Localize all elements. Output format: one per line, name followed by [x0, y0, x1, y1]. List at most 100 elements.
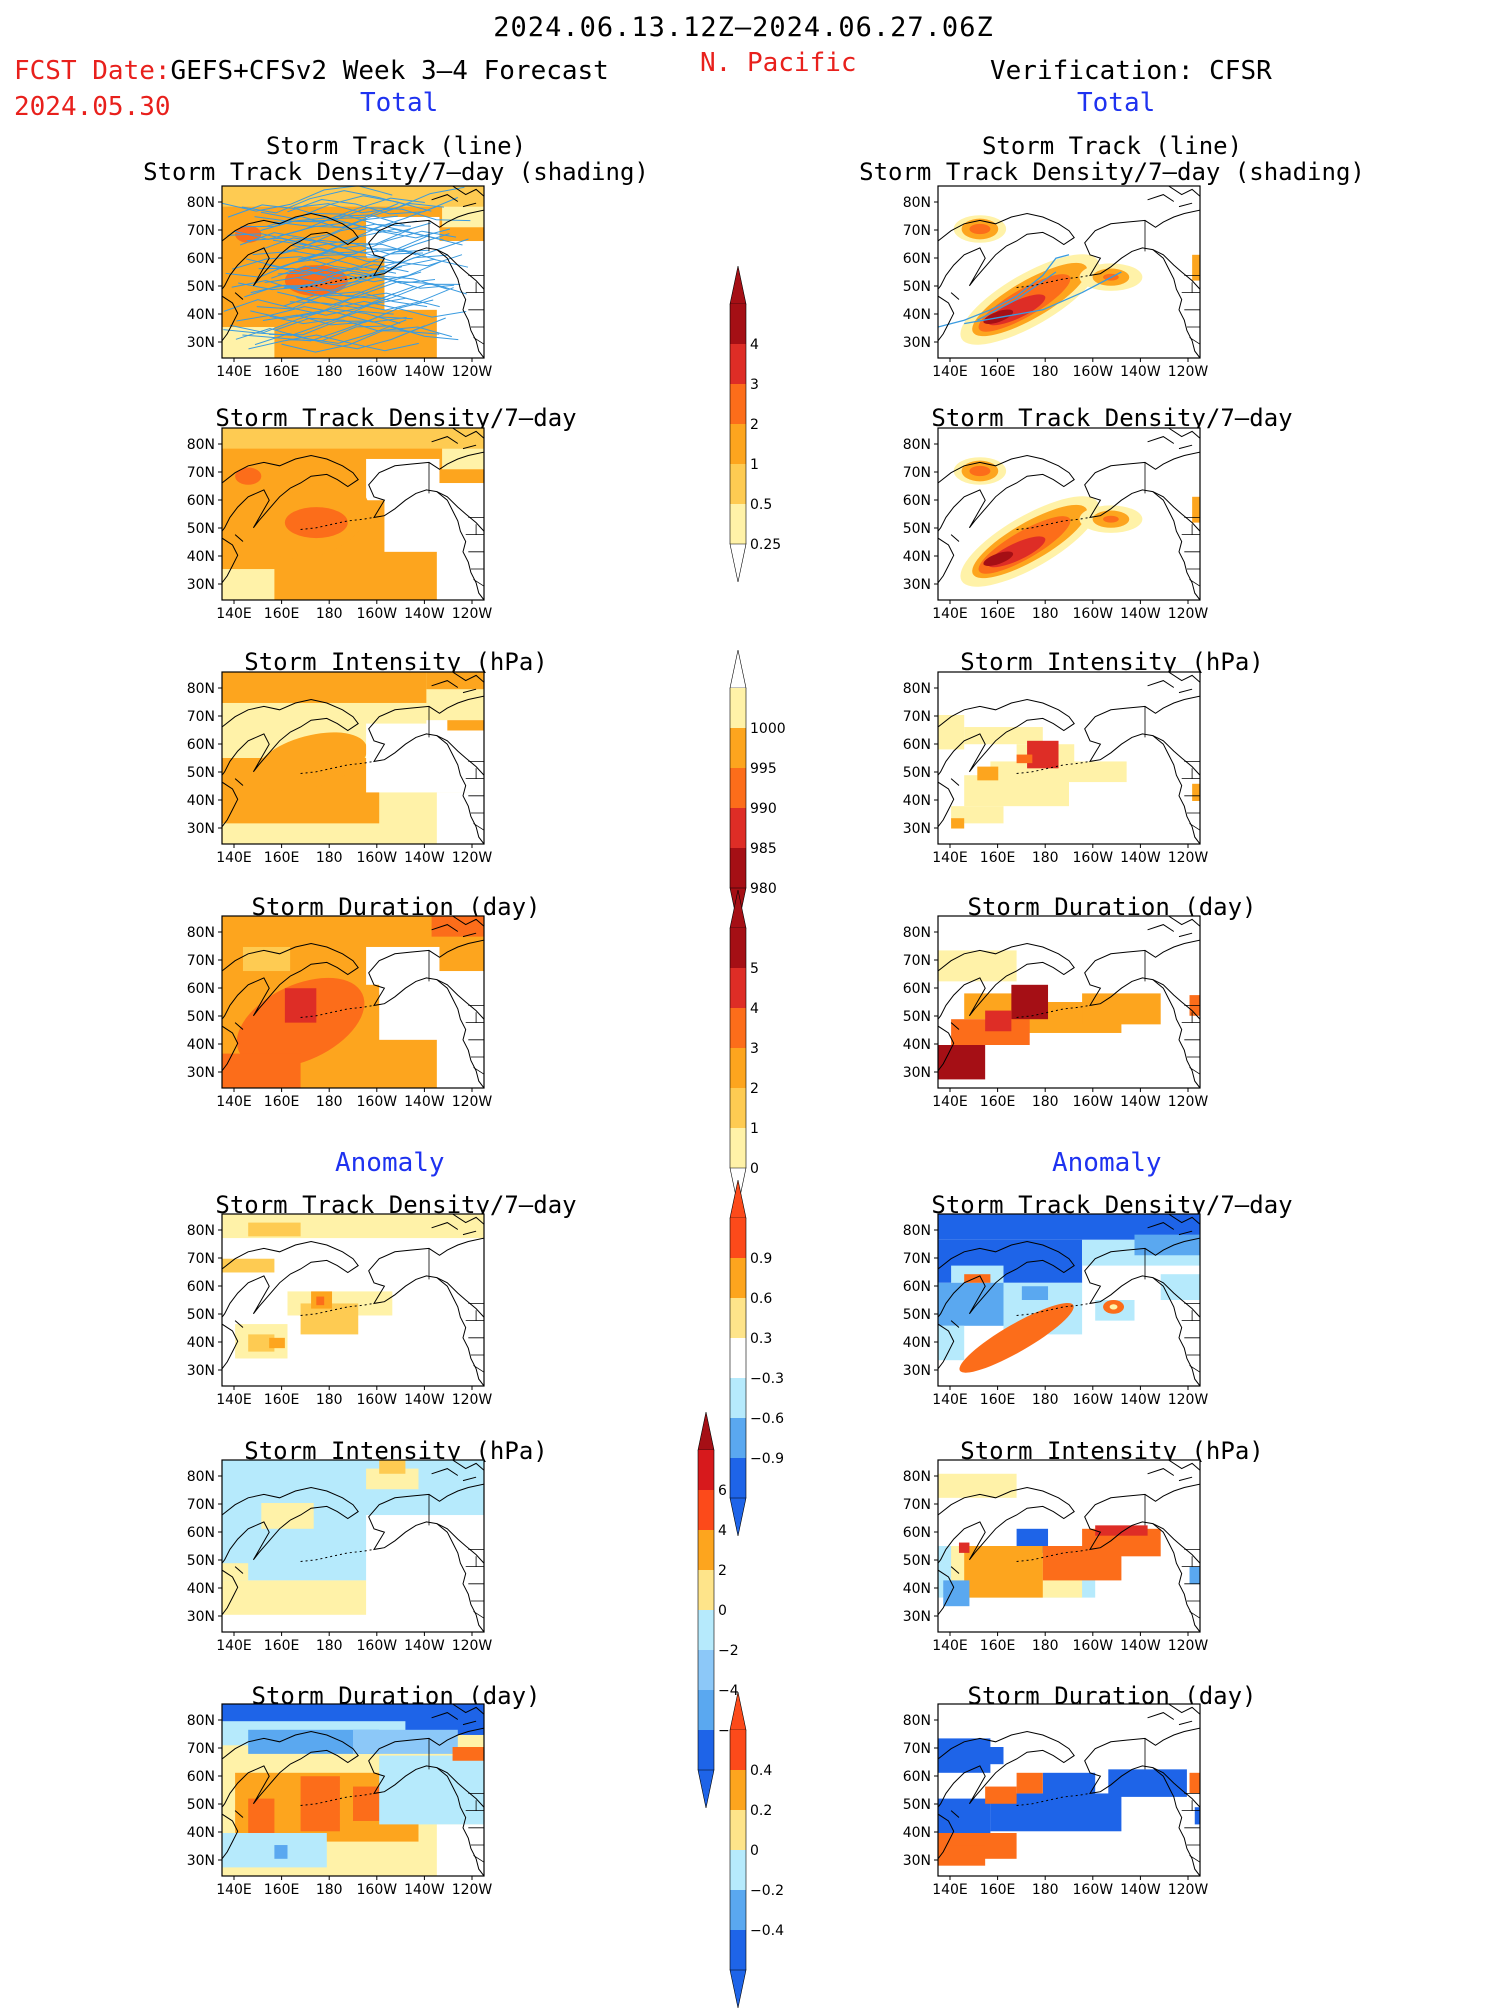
- alaska-coast: [1084, 695, 1200, 776]
- lat-tick-label: 70N: [903, 223, 931, 239]
- title-density-right: Storm Track Density/7–day: [931, 404, 1293, 432]
- colorbar-tick-label: 3: [750, 377, 759, 393]
- lon-tick-label: 140W: [1120, 850, 1161, 866]
- lon-tick-label: 160E: [264, 1882, 300, 1898]
- lat-tick-label: 80N: [187, 1713, 215, 1729]
- lat-tick-label: 70N: [903, 709, 931, 725]
- lat-tick-label: 60N: [903, 493, 931, 509]
- lon-tick-label: 120W: [452, 1094, 492, 1110]
- lon-tick-label: 160E: [980, 606, 1016, 622]
- lat-tick-label: 80N: [187, 925, 215, 941]
- lat-tick-label: 30N: [187, 1853, 215, 1869]
- map-density-forecast: 80N 70N 60N 50N 40N 30N 140E 160E 180 160W 140W 120…: [172, 424, 492, 628]
- colorbar-anom-density: 0.9 0.6 0.3 −0.3 −0.6 −0.9: [728, 1178, 808, 1544]
- title-track-shading-left: Storm Track Density/7–day (shading): [143, 158, 649, 186]
- lat-tick-label: 50N: [187, 765, 215, 781]
- colorbar-tick-label: 0: [750, 1161, 759, 1177]
- lat-tick-label: 30N: [187, 577, 215, 593]
- colorbar-tick-label: 0: [750, 1843, 759, 1859]
- lat-tick-label: 50N: [187, 521, 215, 537]
- lat-tick-label: 70N: [903, 1251, 931, 1267]
- lat-tick-label: 40N: [903, 1037, 931, 1053]
- colorbar-tick-label: 990: [750, 801, 777, 817]
- lon-tick-label: 160E: [264, 850, 300, 866]
- lon-tick-label: 180: [1032, 1094, 1059, 1110]
- map-duration-forecast: 80N 70N 60N 50N 40N 30N 140E 160E 180 160W 140W 120…: [172, 912, 492, 1116]
- colorbar-tick-label: 0.25: [750, 537, 781, 553]
- lat-tick-label: 70N: [187, 1741, 215, 1757]
- lon-tick-label: 160W: [1073, 364, 1114, 380]
- lon-tick-label: 140W: [1120, 1882, 1161, 1898]
- lon-tick-label: 140W: [1120, 1094, 1161, 1110]
- lat-tick-label: 60N: [187, 1525, 215, 1541]
- lat-tick-label: 50N: [187, 1553, 215, 1569]
- lon-tick-label: 180: [1032, 1392, 1059, 1408]
- lon-tick-label: 160W: [1073, 606, 1114, 622]
- colorbar-tick-label: 4: [718, 1523, 727, 1539]
- lat-tick-label: 50N: [903, 1009, 931, 1025]
- colorbar-tick-label: 0.9: [750, 1251, 772, 1267]
- lon-tick-label: 180: [316, 1392, 343, 1408]
- lon-tick-label: 180: [1032, 606, 1059, 622]
- lat-tick-label: 80N: [187, 1469, 215, 1485]
- colorbar-tick-label: 2: [718, 1563, 727, 1579]
- lon-tick-label: 160E: [980, 364, 1016, 380]
- lat-tick-label: 70N: [187, 465, 215, 481]
- lat-tick-label: 60N: [187, 1279, 215, 1295]
- lat-tick-label: 50N: [187, 279, 215, 295]
- lon-tick-label: 160W: [1073, 1882, 1114, 1898]
- colorbar-tick-label: 1000: [750, 721, 786, 737]
- alaska-coast: [368, 1483, 484, 1564]
- lat-tick-label: 30N: [903, 1853, 931, 1869]
- alaska-coast: [368, 1237, 484, 1318]
- colorbar-duration: 5 4 3 2 1 0: [728, 888, 808, 1214]
- lat-tick-label: 50N: [187, 1009, 215, 1025]
- title-track-line-left: Storm Track (line): [265, 132, 527, 160]
- lon-tick-label: 160W: [1073, 1638, 1114, 1654]
- lat-tick-label: 40N: [903, 1581, 931, 1597]
- alaska-coast: [368, 209, 484, 290]
- date-range: 2024.06.13.12Z–2024.06.27.06Z: [493, 12, 994, 43]
- lat-tick-label: 40N: [187, 1335, 215, 1351]
- colorbar-tick-label: 0.2: [750, 1803, 772, 1819]
- lon-tick-label: 160E: [264, 1638, 300, 1654]
- lon-tick-label: 140E: [216, 850, 252, 866]
- region-label: N. Pacific: [700, 48, 857, 78]
- lat-tick-label: 60N: [187, 251, 215, 267]
- lat-tick-label: 80N: [187, 437, 215, 453]
- colorbar-tick-label: −0.2: [750, 1883, 784, 1899]
- colorbar-tick-label: 0: [718, 1603, 727, 1619]
- lon-tick-label: 160W: [357, 850, 398, 866]
- alaska-coast: [368, 939, 484, 1020]
- lon-tick-label: 140W: [404, 606, 445, 622]
- lat-tick-label: 30N: [903, 821, 931, 837]
- colorbar-tick-label: 3: [750, 1041, 759, 1057]
- lat-tick-label: 30N: [187, 1065, 215, 1081]
- lat-tick-label: 40N: [187, 793, 215, 809]
- lat-tick-label: 30N: [187, 335, 215, 351]
- lat-tick-label: 30N: [903, 1363, 931, 1379]
- lon-tick-label: 160W: [357, 364, 398, 380]
- lon-tick-label: 180: [316, 1638, 343, 1654]
- title-intensity-left: Storm Intensity (hPa): [244, 648, 548, 676]
- map-anom-density-forecast: 80N 70N 60N 50N 40N 30N 140E 160E 180 160W 140W 120…: [172, 1210, 492, 1414]
- lon-tick-label: 140E: [216, 1094, 252, 1110]
- colorbar-tick-label: 980: [750, 881, 777, 897]
- colorbar-tick-label: 2: [750, 1081, 759, 1097]
- lon-tick-label: 140W: [404, 1392, 445, 1408]
- section-total-left: Total: [360, 88, 439, 118]
- lon-tick-label: 160W: [357, 1882, 398, 1898]
- map-density-verification: 80N 70N 60N 50N 40N 30N 140E 160E 180 160W 140W 120…: [888, 424, 1208, 628]
- lat-tick-label: 70N: [187, 709, 215, 725]
- lon-tick-label: 160E: [264, 1392, 300, 1408]
- colorbar-tick-label: −2: [718, 1643, 739, 1659]
- lat-tick-label: 50N: [187, 1797, 215, 1813]
- colorbar-tick-label: 1: [750, 1121, 759, 1137]
- lon-tick-label: 120W: [1168, 1094, 1208, 1110]
- alaska-coast: [368, 1727, 484, 1808]
- lat-tick-label: 40N: [903, 307, 931, 323]
- lon-tick-label: 160E: [264, 1094, 300, 1110]
- lon-tick-label: 120W: [452, 364, 492, 380]
- alaska-coast: [1084, 1237, 1200, 1318]
- lon-tick-label: 120W: [452, 606, 492, 622]
